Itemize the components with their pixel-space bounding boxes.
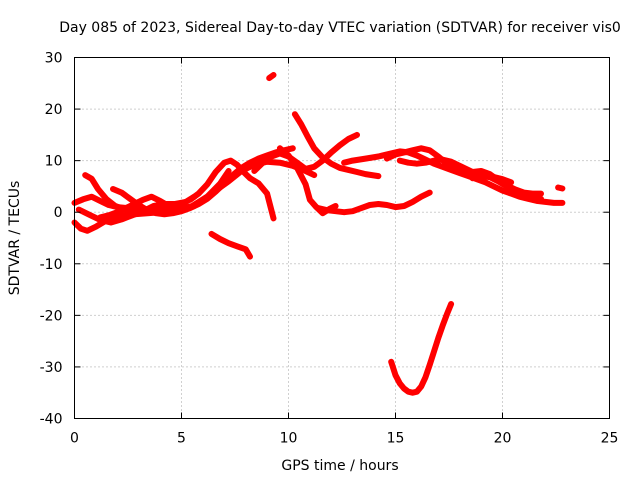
x-tick-label: 0: [70, 431, 79, 447]
series-track-06: [110, 145, 296, 218]
y-tick-label: 10: [45, 154, 63, 170]
grid: [74, 57, 610, 419]
x-tick-label: 20: [494, 431, 512, 447]
x-tick-label: 25: [601, 431, 619, 447]
y-tick-label: -20: [40, 308, 63, 324]
y-axis-label: SDTVAR / TECUs: [7, 181, 23, 296]
x-axis-label: GPS time / hours: [281, 458, 398, 474]
y-tick-label: -40: [40, 412, 63, 428]
series-track-10: [291, 111, 382, 180]
plot-frame: [74, 57, 610, 419]
y-tick-label: 0: [54, 205, 63, 221]
series-track-19: [388, 301, 455, 396]
data-series: [71, 72, 566, 396]
y-tick-label: -30: [40, 360, 63, 376]
y-tick-label: 20: [45, 102, 63, 118]
x-tick-label: 15: [387, 431, 405, 447]
series-track-17: [469, 173, 544, 202]
series-track-11: [251, 131, 360, 174]
series-track-13: [315, 189, 433, 216]
y-tick-label: 30: [45, 51, 63, 67]
x-tick-label: 10: [280, 431, 298, 447]
series-track-18: [555, 184, 566, 192]
axis-ticks: 0 5 10 15 20 25 -40 -30 -20 -10 0 10 20 30: [40, 51, 619, 447]
y-tick-label: -10: [40, 257, 63, 273]
series-track-09: [266, 72, 277, 82]
series-track-07: [187, 157, 277, 222]
x-tick-label: 5: [177, 431, 186, 447]
series-track-08: [208, 230, 253, 260]
chart-title: Day 085 of 2023, Sidereal Day-to-day VTE…: [59, 20, 621, 36]
